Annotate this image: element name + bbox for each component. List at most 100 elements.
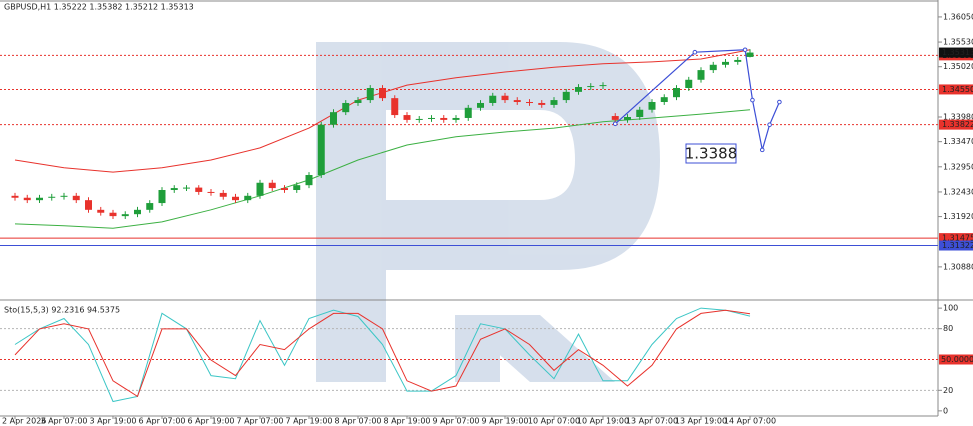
x-tick-label: 7 Apr 07:00 bbox=[236, 417, 283, 426]
y-tick-label: 0 bbox=[943, 406, 948, 415]
x-tick-label: 10 Apr 07:00 bbox=[528, 417, 580, 426]
candle-body bbox=[134, 209, 141, 215]
level-label: 50.0000 bbox=[941, 355, 973, 364]
x-tick-label: 6 Apr 19:00 bbox=[187, 417, 234, 426]
candle-body bbox=[685, 79, 693, 88]
candle-body bbox=[562, 91, 570, 101]
y-tick-label: 1.30880 bbox=[943, 262, 973, 271]
candle-body bbox=[550, 100, 558, 105]
candle-body bbox=[97, 209, 105, 213]
y-tick-label: 1.35530 bbox=[943, 38, 973, 47]
candle-body bbox=[195, 187, 203, 192]
candle-body bbox=[11, 195, 19, 198]
y-tick-label: 1.36050 bbox=[943, 12, 973, 21]
candle-body bbox=[624, 117, 631, 120]
candle-body bbox=[158, 190, 166, 204]
candle-body bbox=[207, 191, 215, 193]
candle-body bbox=[379, 87, 386, 99]
candle-body bbox=[219, 192, 227, 197]
candle-body bbox=[403, 115, 411, 120]
candle-body bbox=[281, 188, 288, 191]
level-label-box bbox=[939, 84, 973, 95]
candle-body bbox=[673, 87, 680, 98]
candle-body bbox=[575, 87, 582, 92]
candle-body bbox=[734, 59, 742, 62]
candle-body bbox=[660, 97, 668, 103]
candle-body bbox=[452, 117, 460, 120]
candle-body bbox=[146, 203, 154, 210]
x-tick-label: 6 Apr 07:00 bbox=[138, 417, 185, 426]
candle-body bbox=[513, 100, 521, 103]
candle-body bbox=[342, 102, 350, 113]
forecast-point bbox=[777, 99, 782, 105]
y-tick-label: 100 bbox=[943, 304, 958, 313]
indicator-title: Sto(15,5,3) 92.2316 94.5375 bbox=[4, 306, 120, 315]
watermark bbox=[316, 42, 660, 382]
x-tick-label: 8 Apr 07:00 bbox=[334, 417, 381, 426]
x-tick-label: 14 Apr 07:00 bbox=[724, 417, 776, 426]
candle-body bbox=[170, 188, 178, 191]
candle-body bbox=[611, 116, 619, 120]
x-tick-label: 2 Apr 2026 bbox=[2, 417, 46, 426]
y-tick-label: 20 bbox=[943, 386, 953, 395]
x-tick-label: 3 Apr 07:00 bbox=[40, 417, 87, 426]
x-tick-label: 8 Apr 19:00 bbox=[383, 417, 430, 426]
level-label-box bbox=[939, 240, 973, 251]
candle-body bbox=[183, 187, 190, 189]
x-tick-label: 7 Apr 19:00 bbox=[285, 417, 332, 426]
forecast-point bbox=[742, 47, 748, 53]
forecast-point bbox=[750, 97, 755, 103]
x-tick-label: 3 Apr 19:00 bbox=[89, 417, 136, 426]
y-tick-label: 1.32430 bbox=[943, 187, 973, 196]
candle-body bbox=[648, 102, 656, 110]
candle-body bbox=[268, 182, 276, 189]
forecast-point bbox=[612, 121, 618, 127]
level-label-box bbox=[939, 119, 973, 130]
chart-title: GBPUSD,H1 1.35222 1.35382 1.35212 1.3531… bbox=[4, 3, 194, 12]
candle-body bbox=[526, 102, 533, 104]
candle-body bbox=[440, 117, 448, 120]
candle-body bbox=[293, 185, 301, 191]
forecast-point bbox=[767, 122, 772, 128]
candle-body bbox=[48, 196, 56, 198]
price-label-box bbox=[939, 47, 973, 58]
candle-body bbox=[415, 118, 423, 120]
candle-body bbox=[36, 197, 43, 201]
candle-body bbox=[501, 95, 509, 101]
forecast-point bbox=[759, 147, 765, 153]
x-tick-label: 13 Apr 19:00 bbox=[675, 417, 727, 426]
price-label: 1.35313 bbox=[942, 48, 973, 57]
candle-body bbox=[587, 86, 595, 88]
candle-body bbox=[256, 182, 264, 196]
x-tick-label: 9 Apr 19:00 bbox=[481, 417, 528, 426]
candle-body bbox=[72, 195, 80, 201]
candle-body bbox=[697, 70, 705, 80]
level-label: 1.31322 bbox=[942, 241, 973, 250]
candle-body bbox=[538, 102, 546, 105]
candle-body bbox=[722, 61, 729, 65]
candle-body bbox=[85, 200, 92, 210]
candle-body bbox=[244, 195, 252, 201]
candle-body bbox=[709, 64, 717, 71]
x-tick-label: 9 Apr 07:00 bbox=[432, 417, 479, 426]
candle-body bbox=[232, 196, 239, 201]
y-tick-label: 1.33470 bbox=[943, 137, 973, 146]
forecast-point bbox=[692, 49, 698, 55]
annotation-box bbox=[685, 143, 737, 164]
candle-body bbox=[366, 87, 374, 101]
candle-body bbox=[428, 117, 435, 119]
candle-body bbox=[330, 112, 337, 125]
candle-body bbox=[489, 95, 497, 103]
candle-body bbox=[121, 214, 129, 217]
candle-body bbox=[746, 52, 754, 57]
annotation: 1.3388 bbox=[685, 145, 738, 163]
candle-body bbox=[391, 98, 399, 116]
candle-body bbox=[317, 124, 325, 176]
candle-body bbox=[305, 175, 313, 186]
candle-body bbox=[354, 100, 362, 103]
y-tick-label: 80 bbox=[943, 324, 953, 333]
candle-body bbox=[464, 107, 472, 118]
level-label: 1.33822 bbox=[942, 120, 973, 129]
candle-body bbox=[60, 195, 68, 197]
